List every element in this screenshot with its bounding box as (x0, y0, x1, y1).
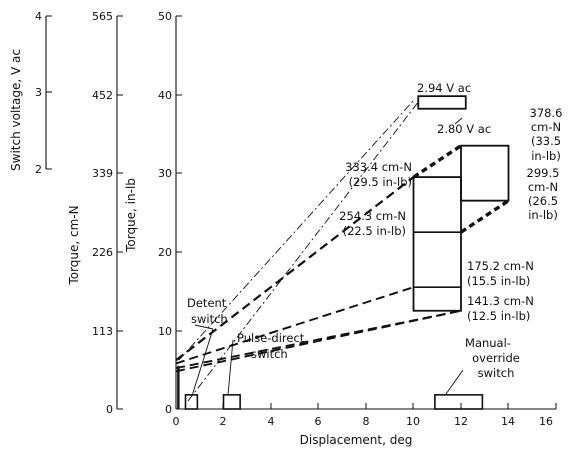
label-2-80-vac: 2.80 V ac (437, 122, 491, 136)
annotations: 2.94 V ac 2.80 V ac 378.6 cm-N (33.5 in-… (187, 81, 562, 380)
switch-rect-pulse (222, 394, 241, 410)
x-tick-2: 2 (220, 415, 227, 428)
inlb-tick-30: 30 (158, 167, 172, 180)
label-manual-override-switch: Manual- (465, 336, 511, 350)
inlb-tick-50: 50 (158, 10, 172, 23)
label-2-94-vac: 2.94 V ac (417, 81, 471, 95)
voltage-tick-2: 2 (35, 163, 42, 176)
dashed-line-3 (175, 309, 462, 373)
switch-rect-manual (434, 394, 484, 410)
cmN-tick-339: 339 (92, 167, 113, 180)
inlb-tick-10: 10 (158, 325, 172, 338)
leader-lines (191, 117, 464, 397)
cmN-tick-113: 113 (92, 325, 113, 338)
dashdot-line (178, 100, 414, 361)
envelope-lower-dashed (460, 199, 510, 234)
cmN-tick-226: 226 (92, 246, 113, 259)
x-tick-0: 0 (173, 415, 180, 428)
label-378-6: cm-N (531, 120, 561, 134)
voltage-rect-0 (417, 95, 467, 110)
label-detent-switch: Detent (187, 296, 227, 310)
label-378-6: (33.5 (531, 134, 561, 148)
envelope-right-rect (460, 144, 510, 202)
label-254-3: 254.3 cm-N (339, 209, 406, 223)
plot-marks (175, 95, 510, 410)
cmN-axis-label: Torque, cm-N (67, 205, 81, 285)
label-141-3: (12.5 in-lb) (467, 309, 530, 323)
x-tick-8: 8 (363, 415, 370, 428)
envelope-rect (412, 176, 462, 312)
envelope-top-dashed (412, 144, 462, 179)
inlb-tick-0: 0 (165, 403, 172, 416)
dashdot-line (187, 100, 420, 402)
label-175-2: 175.2 cm-N (467, 259, 534, 273)
inlb-tick-40: 40 (158, 89, 172, 102)
x-tick-14: 14 (501, 415, 515, 428)
label-pulse-direct-switch: Pulse-direct (237, 331, 305, 345)
inlb-axis-label: Torque, in-lb (124, 178, 138, 253)
voltage-axis-label: Switch voltage, V ac (9, 49, 23, 171)
cmN-tick-452: 452 (92, 89, 113, 102)
label-299-5: 299.5 (527, 166, 560, 180)
switch-rect-detent (184, 394, 199, 410)
voltage-tick-3: 3 (35, 86, 42, 99)
main-axes: 50 40 30 20 10 0 0 2 4 6 8 10 12 14 16 (158, 10, 557, 428)
cmN-tick-565: 565 (92, 10, 113, 23)
label-manual-override-switch: switch (478, 366, 515, 380)
x-tick-16: 16 (539, 415, 553, 428)
label-pulse-direct-switch: switch (251, 347, 288, 361)
label-333-4: (29.5 in-lb) (349, 175, 412, 189)
label-175-2: (15.5 in-lb) (467, 274, 530, 288)
cmN-tick-0: 0 (106, 403, 113, 416)
label-299-5: in-lb) (528, 208, 558, 222)
label-manual-override-switch: override (472, 351, 520, 365)
label-299-5: (26.5 (528, 194, 558, 208)
voltage-tick-4: 4 (35, 10, 42, 23)
x-tick-4: 4 (268, 415, 275, 428)
label-254-3: (22.5 in-lb) (343, 224, 406, 238)
label-378-6: in-lb) (531, 149, 561, 163)
dashed-line-0 (175, 176, 415, 362)
cmN-axis: 565 452 339 226 113 0 (92, 10, 123, 416)
label-378-6: 378.6 (530, 106, 563, 120)
label-333-4: 333.4 cm-N (345, 160, 412, 174)
label-detent-switch: switch (191, 312, 228, 326)
label-141-3: 141.3 cm-N (467, 294, 534, 308)
x-axis-label: Displacement, deg (300, 433, 413, 447)
inlb-tick-20: 20 (158, 246, 172, 259)
x-tick-12: 12 (454, 415, 468, 428)
x-tick-6: 6 (315, 415, 322, 428)
voltage-axis: 4 3 2 (35, 10, 52, 176)
x-tick-10: 10 (406, 415, 420, 428)
label-299-5: cm-N (528, 180, 558, 194)
